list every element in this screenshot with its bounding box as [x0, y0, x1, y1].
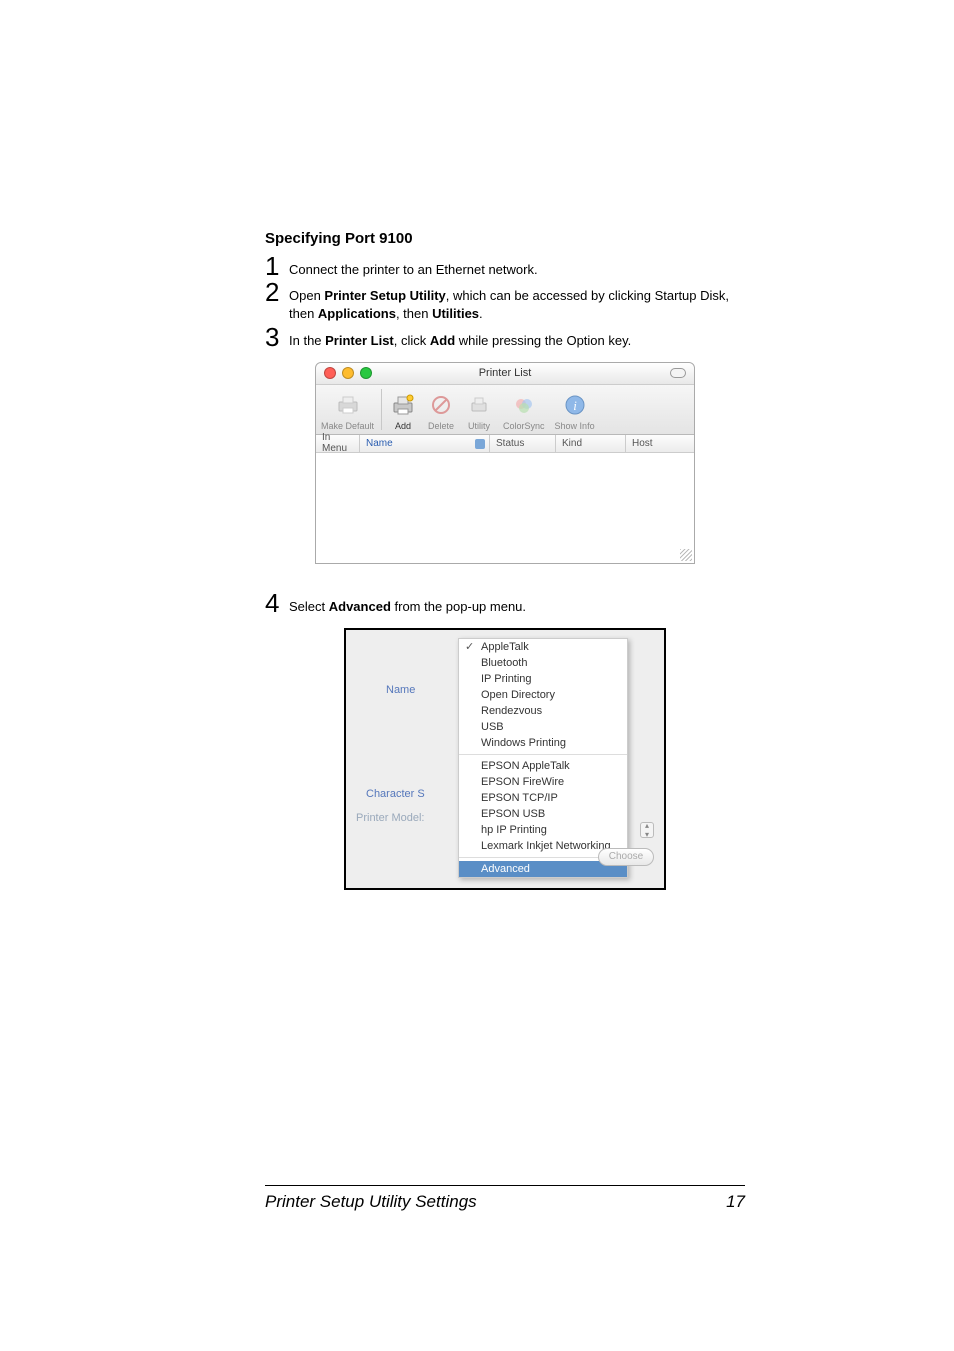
- col-host[interactable]: Host: [626, 435, 684, 452]
- menu-item-epson-appletalk[interactable]: EPSON AppleTalk: [459, 758, 627, 774]
- col-status[interactable]: Status: [490, 435, 556, 452]
- svg-text:i: i: [573, 398, 577, 413]
- toolbar-make-default[interactable]: Make Default: [316, 385, 379, 434]
- col-name[interactable]: Name: [360, 435, 490, 452]
- toolbar-make-default-label: Make Default: [321, 421, 374, 431]
- step-4-pre: Select: [289, 599, 329, 614]
- step-3-b1: Printer List: [325, 333, 394, 348]
- label-character-set: Character S: [366, 788, 425, 800]
- toolbar-add[interactable]: Add: [384, 385, 422, 434]
- menu-item-ip-printing[interactable]: IP Printing: [459, 671, 627, 687]
- step-3-mid1: , click: [394, 333, 430, 348]
- step-2-num: 2: [265, 279, 289, 305]
- step-4-b1: Advanced: [329, 599, 391, 614]
- step-3-text: In the Printer List, click Add while pre…: [289, 328, 745, 350]
- add-printer-sheet: Name Character S Printer Model: AppleTal…: [344, 628, 666, 890]
- sheet-left-labels: Name Character S Printer Model:: [346, 630, 458, 888]
- toolbar-delete-label: Delete: [428, 421, 454, 431]
- chevron-down-icon: ▾: [645, 830, 649, 839]
- toolbar-showinfo-label: Show Info: [555, 421, 595, 431]
- menu-item-usb[interactable]: USB: [459, 719, 627, 735]
- toolbar-showinfo[interactable]: i Show Info: [550, 385, 600, 434]
- step-3: 3 In the Printer List, click Add while p…: [265, 328, 745, 350]
- step-2-text: Open Printer Setup Utility, which can be…: [289, 283, 745, 323]
- toolbar-toggle-button[interactable]: [670, 368, 686, 378]
- label-printer-model: Printer Model:: [356, 812, 424, 824]
- step-1-text: Connect the printer to an Ethernet netwo…: [289, 257, 745, 279]
- printer-list-window: Printer List Make Default Add: [315, 362, 695, 564]
- step-3-num: 3: [265, 324, 289, 350]
- label-name: Name: [386, 684, 415, 696]
- printer-add-icon: [389, 391, 417, 419]
- minimize-button[interactable]: [342, 367, 354, 379]
- toolbar-utility[interactable]: Utility: [460, 385, 498, 434]
- window-titlebar: Printer List: [316, 363, 694, 385]
- choose-button[interactable]: Choose: [598, 848, 654, 866]
- toolbar-add-label: Add: [395, 421, 411, 431]
- footer-title: Printer Setup Utility Settings: [265, 1192, 477, 1212]
- toolbar-sep-1: [381, 389, 382, 430]
- step-2: 2 Open Printer Setup Utility, which can …: [265, 283, 745, 323]
- step-4: 4 Select Advanced from the pop-up menu.: [265, 594, 745, 616]
- menu-item-bluetooth[interactable]: Bluetooth: [459, 655, 627, 671]
- table-body: [316, 453, 694, 563]
- menu-item-appletalk[interactable]: AppleTalk: [459, 639, 627, 655]
- step-2-b2: Applications: [318, 306, 396, 321]
- step-2-mid2: , then: [396, 306, 432, 321]
- step-1-num: 1: [265, 253, 289, 279]
- col-in-menu[interactable]: In Menu: [316, 435, 360, 452]
- step-2-pre: Open: [289, 288, 324, 303]
- menu-item-open-directory[interactable]: Open Directory: [459, 687, 627, 703]
- step-4-num: 4: [265, 590, 289, 616]
- toolbar-colorsync-label: ColorSync: [503, 421, 545, 431]
- menu-item-windows-printing[interactable]: Windows Printing: [459, 735, 627, 751]
- window-title: Printer List: [316, 367, 694, 379]
- step-4-end: from the pop-up menu.: [391, 599, 526, 614]
- step-2-end: .: [479, 306, 483, 321]
- col-kind[interactable]: Kind: [556, 435, 626, 452]
- table-header-row: In Menu Name Status Kind Host: [316, 435, 694, 453]
- step-2-b1: Printer Setup Utility: [324, 288, 445, 303]
- traffic-lights: [316, 367, 372, 379]
- page-footer: Printer Setup Utility Settings 17: [265, 1185, 745, 1212]
- step-4-text: Select Advanced from the pop-up menu.: [289, 594, 745, 616]
- menu-item-hp-ip[interactable]: hp IP Printing: [459, 822, 627, 838]
- utility-icon: [465, 391, 493, 419]
- toolbar-delete[interactable]: Delete: [422, 385, 460, 434]
- menu-item-epson-firewire[interactable]: EPSON FireWire: [459, 774, 627, 790]
- window-toolbar: Make Default Add Delete Utility: [316, 385, 694, 435]
- connection-popup-menu[interactable]: AppleTalk Bluetooth IP Printing Open Dir…: [458, 638, 628, 878]
- footer-page-number: 17: [726, 1192, 745, 1212]
- toolbar-colorsync[interactable]: ColorSync: [498, 385, 550, 434]
- menu-item-rendezvous[interactable]: Rendezvous: [459, 703, 627, 719]
- step-1: 1 Connect the printer to an Ethernet net…: [265, 257, 745, 279]
- sort-indicator-icon: [475, 439, 485, 449]
- zoom-button[interactable]: [360, 367, 372, 379]
- info-icon: i: [561, 391, 589, 419]
- step-3-pre: In the: [289, 333, 325, 348]
- step-2-b3: Utilities: [432, 306, 479, 321]
- close-button[interactable]: [324, 367, 336, 379]
- colorsync-icon: [510, 391, 538, 419]
- printer-icon: [334, 391, 362, 419]
- step-3-end: while pressing the Option key.: [455, 333, 631, 348]
- menu-item-epson-tcpip[interactable]: EPSON TCP/IP: [459, 790, 627, 806]
- printer-model-stepper[interactable]: ▴ ▾: [640, 822, 654, 838]
- step-3-b2: Add: [430, 333, 455, 348]
- chevron-up-icon: ▴: [645, 821, 649, 830]
- menu-separator-1: [459, 754, 627, 755]
- toolbar-utility-label: Utility: [468, 421, 490, 431]
- resize-handle[interactable]: [680, 549, 692, 561]
- section-heading: Specifying Port 9100: [265, 230, 745, 247]
- prohibit-icon: [427, 391, 455, 419]
- menu-item-epson-usb[interactable]: EPSON USB: [459, 806, 627, 822]
- col-name-label: Name: [366, 438, 393, 449]
